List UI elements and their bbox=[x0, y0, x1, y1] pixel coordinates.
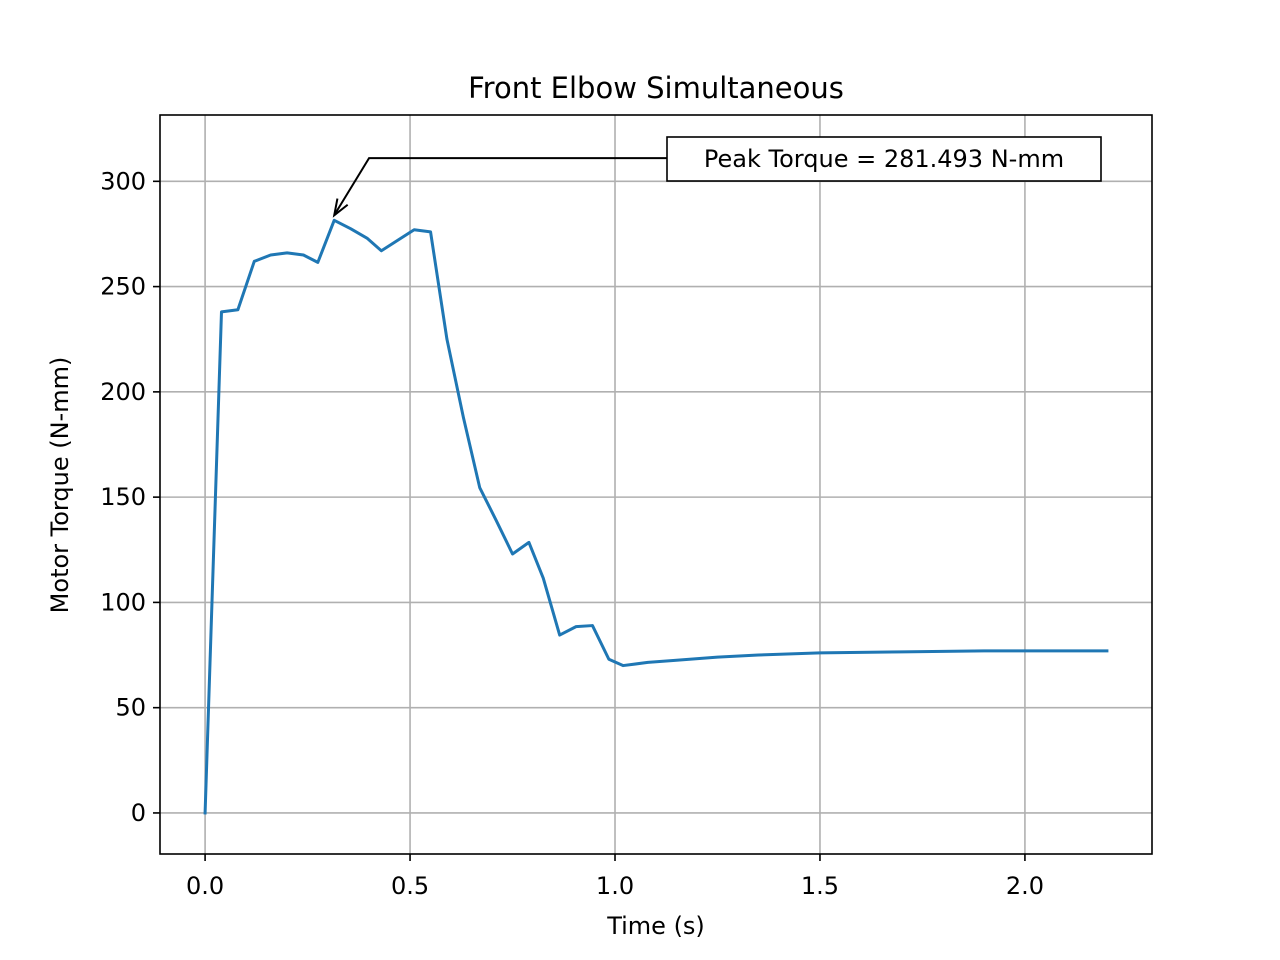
annotation-text: Peak Torque = 281.493 N-mm bbox=[704, 145, 1064, 173]
y-tick-label: 50 bbox=[115, 694, 146, 722]
x-tick-label: 1.0 bbox=[596, 872, 634, 900]
y-tick-label: 150 bbox=[100, 483, 146, 511]
series-layer bbox=[203, 218, 1109, 815]
y-tick-label: 300 bbox=[100, 167, 146, 195]
series-line bbox=[203, 218, 1109, 815]
x-tick-label: 0.5 bbox=[391, 872, 429, 900]
x-axis-label: Time (s) bbox=[606, 912, 705, 940]
y-tick-label: 100 bbox=[100, 588, 146, 616]
y-axis-label: Motor Torque (N-mm) bbox=[46, 357, 74, 614]
annotation-box bbox=[666, 136, 1102, 182]
y-tick-label: 250 bbox=[100, 273, 146, 301]
annotation-arrow-line bbox=[333, 157, 667, 216]
annotations: Peak Torque = 281.493 N-mm bbox=[332, 136, 1102, 218]
x-tick-label: 1.5 bbox=[801, 872, 839, 900]
plot-frame bbox=[159, 114, 1153, 855]
chart-title: Front Elbow Simultaneous bbox=[468, 71, 844, 105]
y-tick-label: 0 bbox=[131, 799, 146, 827]
x-tick-label: 2.0 bbox=[1006, 872, 1044, 900]
y-tick-label: 200 bbox=[100, 378, 146, 406]
ticks: 0.0 0.5 1.0 1.5 2.0 0 50 100 150 200 250 300 bbox=[100, 167, 1044, 900]
grid bbox=[160, 115, 1152, 854]
x-tick-label: 0.0 bbox=[186, 872, 224, 900]
annotation-arrowhead bbox=[332, 198, 349, 218]
